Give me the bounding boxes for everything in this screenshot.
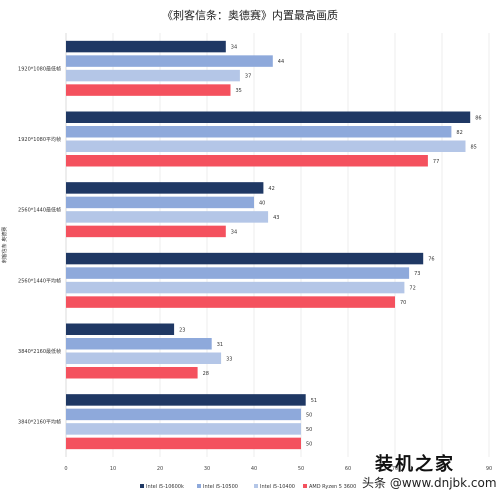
x-tick-label: 10 — [110, 466, 116, 472]
data-label: 43 — [273, 215, 279, 221]
x-tick-label: 80 — [439, 466, 445, 472]
bar — [66, 296, 395, 308]
legend-swatch — [197, 484, 201, 488]
bar — [66, 323, 175, 335]
bar — [66, 126, 452, 138]
data-label: 76 — [428, 257, 434, 263]
chart-title: 《刺客信条：奥德赛》内置最高画质 — [162, 8, 338, 22]
bar — [66, 408, 301, 421]
data-label: 33 — [226, 356, 232, 362]
bar — [66, 394, 306, 406]
data-label: 73 — [414, 271, 420, 277]
bar — [66, 182, 264, 194]
data-label: 31 — [217, 342, 223, 348]
legend-swatch — [140, 484, 144, 488]
data-label: 40 — [259, 200, 265, 206]
bar — [66, 55, 273, 67]
data-label: 42 — [268, 186, 274, 192]
bar — [66, 252, 424, 265]
x-tick-label: 50 — [298, 466, 304, 472]
bar — [66, 225, 226, 238]
gridlines — [65, 33, 490, 457]
data-label: 50 — [306, 427, 312, 433]
bar — [66, 155, 428, 167]
data-label: 34 — [231, 229, 237, 235]
legend-swatch — [303, 484, 307, 488]
data-label: 50 — [306, 412, 312, 418]
category-label: 3840*2160最低帧 — [18, 348, 61, 355]
bar — [66, 267, 410, 279]
data-label: 37 — [245, 74, 251, 80]
bar — [66, 69, 240, 82]
bar — [66, 40, 226, 53]
bar — [66, 437, 301, 450]
data-label: 51 — [311, 398, 317, 404]
legend-label: Intel i5-10500 — [203, 484, 238, 490]
category-label: 3840*2160平均帧 — [18, 419, 61, 426]
data-label: 50 — [306, 441, 312, 447]
data-label: 44 — [278, 59, 284, 65]
x-tick-label: 60 — [345, 466, 351, 472]
data-label: 23 — [179, 327, 185, 333]
bar — [66, 281, 405, 294]
legend-label: AMD Ryzen 5 3600 — [309, 484, 356, 490]
data-label: 86 — [475, 115, 481, 121]
x-tick-label: 20 — [157, 466, 163, 472]
data-label: 77 — [433, 159, 439, 165]
bar — [66, 352, 222, 364]
bar — [66, 423, 301, 435]
x-tick-label: 40 — [251, 466, 257, 472]
category-label: 1920*1080平均帧 — [18, 136, 61, 143]
data-label: 34 — [231, 45, 237, 51]
x-tick-label: 30 — [204, 466, 210, 472]
x-tick-label: 70 — [392, 466, 398, 472]
legend-label: Intel i5-10400 — [260, 484, 295, 490]
bar — [66, 140, 466, 152]
bar — [66, 367, 198, 379]
y-axis-title: 刺客信条 奥德赛 — [1, 227, 8, 264]
x-axis-ticks: 0 10 20 30 40 50 60 70 80 90 — [64, 466, 492, 472]
bar — [66, 211, 269, 223]
bars: 34 44 37 35 86 82 85 77 42 40 43 34 76 73 72 70 23 31 33 28… — [66, 40, 482, 450]
bar — [66, 196, 254, 209]
legend-swatch — [254, 484, 258, 488]
data-label: 70 — [400, 300, 406, 306]
legend: Intel i5-10600k Intel i5-10500 Intel i5-10… — [140, 484, 356, 490]
x-tick-label: 0 — [64, 466, 67, 472]
data-label: 35 — [236, 88, 242, 94]
data-label: 82 — [456, 130, 462, 136]
legend-label: Intel i5-10600k — [146, 484, 184, 490]
x-tick-label: 90 — [486, 466, 492, 472]
data-label: 85 — [471, 144, 477, 150]
category-label: 1920*1080最低帧 — [18, 65, 61, 72]
bar — [66, 84, 231, 96]
watermark: 装机之家 头条 @www.dnjbk.com — [362, 453, 497, 490]
watermark-text: 装机之家 — [375, 453, 455, 475]
data-label: 72 — [409, 286, 415, 292]
bar — [66, 338, 212, 350]
bar — [66, 111, 471, 123]
category-label: 2560*1440最低帧 — [18, 207, 61, 214]
watermark-subtext: 头条 @www.dnjbk.com — [362, 476, 497, 490]
category-labels: 1920*1080最低帧 1920*1080平均帧 2560*1440最低帧 2560… — [18, 65, 61, 425]
data-label: 28 — [203, 371, 209, 377]
category-label: 2560*1440平均帧 — [18, 277, 61, 284]
